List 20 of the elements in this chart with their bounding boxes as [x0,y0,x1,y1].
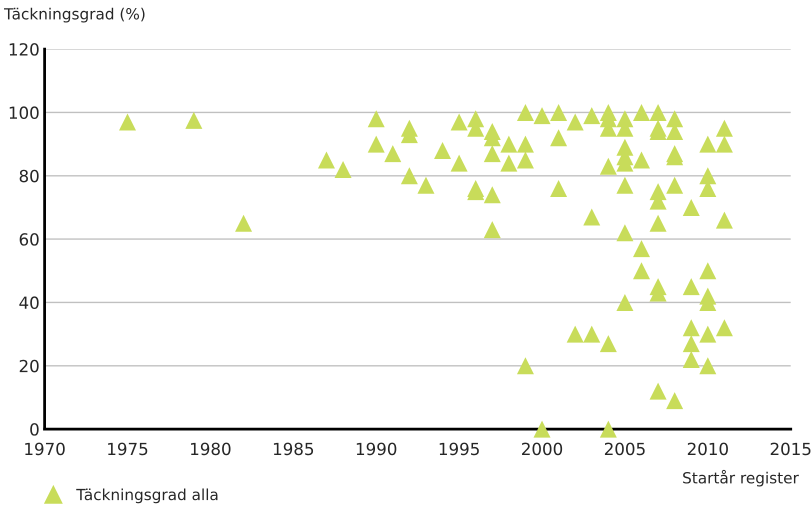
x-tick-label: 2015 [770,442,810,456]
x-tick-label: 1975 [108,442,148,456]
x-tick-label: 1985 [274,442,314,456]
y-tick-label: 40 [19,296,39,310]
x-tick-label: 2005 [604,442,645,456]
x-tick-label: 1970 [25,442,65,456]
y-tick-label: 120 [10,43,39,56]
x-tick-label: 1995 [440,442,479,456]
legend-label: Täckningsgrad alla [76,488,218,504]
y-tick-label: 80 [20,170,39,182]
y-axis-title: Täckningsgrad (%) [4,8,145,23]
y-tick-label: 100 [10,106,39,120]
y-tick-label: 60 [20,233,39,246]
y-tick-label: 20 [20,360,39,372]
x-axis-title: Startår register [683,470,799,487]
x-tick-label: 2010 [688,442,728,456]
y-tick-label: 0 [30,423,39,436]
x-tick-label: 1980 [191,442,231,456]
x-tick-label: 2000 [522,442,562,456]
x-tick-label: 1990 [356,442,396,456]
